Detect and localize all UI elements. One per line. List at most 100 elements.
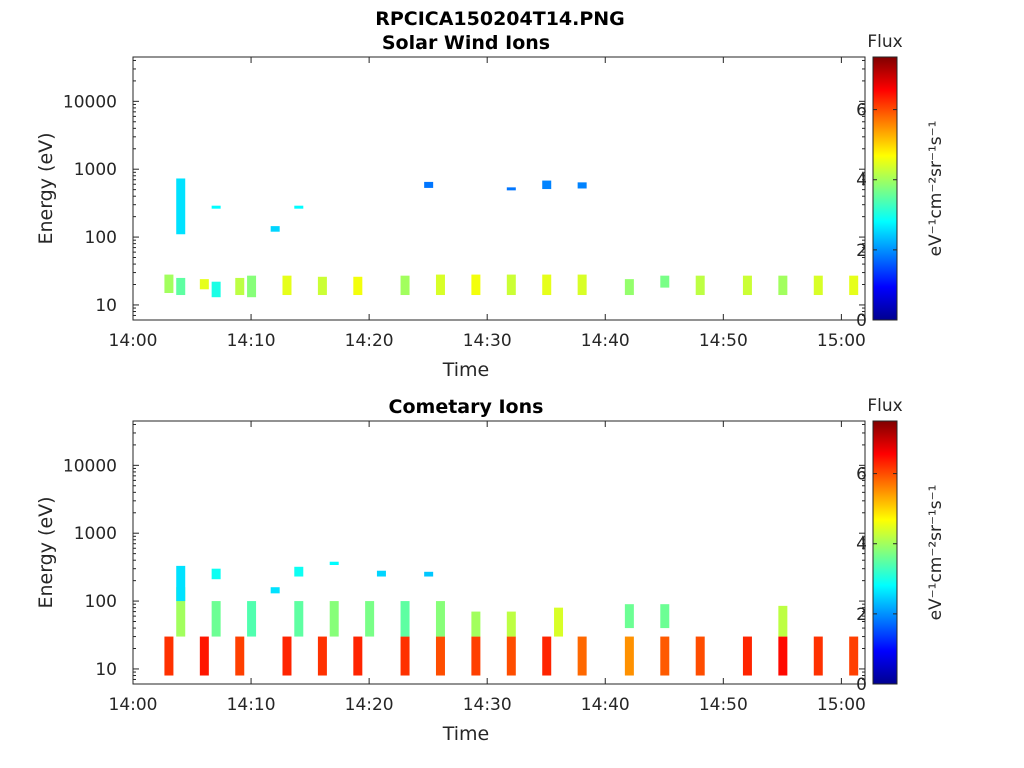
colorbar-unit-label: eV⁻¹cm⁻²sr⁻¹s⁻¹: [926, 121, 946, 257]
heatmap-cell: [435, 274, 445, 296]
heatmap-cell: [176, 178, 186, 235]
y-axis-label: Energy (eV): [35, 496, 57, 608]
colorbar-title: Flux: [867, 396, 902, 416]
heatmap-cell: [542, 274, 552, 296]
heatmap-cell: [506, 636, 516, 676]
y-tick-label: 1000: [74, 160, 117, 180]
heatmap-cell: [211, 601, 221, 637]
colorbar-tick-label: 2: [856, 605, 867, 625]
heatmap-cell: [294, 601, 304, 637]
heatmap-cell: [329, 561, 339, 566]
heatmap-cell: [176, 587, 186, 637]
heatmap-cell: [400, 601, 410, 637]
x-tick-label: 14:10: [227, 331, 276, 351]
x-tick-label: 14:40: [581, 331, 630, 351]
panel-title: Cometary Ions: [389, 396, 544, 418]
heatmap-cell: [235, 636, 245, 676]
x-tick-label: 14:50: [699, 331, 748, 351]
heatmap-cell: [624, 604, 634, 629]
panel-title: Solar Wind Ions: [382, 32, 550, 54]
heatmap-cell: [176, 277, 186, 296]
colorbar-tick-label: 4: [856, 171, 867, 191]
heatmap-cell: [778, 605, 788, 637]
colorbar: [872, 420, 898, 685]
x-tick-label: 14:30: [463, 331, 512, 351]
figure-title: RPCICA150204T14.PNG: [375, 8, 625, 30]
heatmap-cell: [660, 636, 670, 676]
y-tick-label: 10000: [63, 456, 117, 476]
y-tick-label: 1000: [74, 524, 117, 544]
heatmap-cell: [813, 636, 823, 676]
x-tick-label: 14:10: [227, 695, 276, 715]
colorbar-tick-label: 0: [856, 311, 867, 331]
heatmap-cell: [695, 275, 705, 296]
heatmap-cell: [211, 281, 221, 298]
heatmap-cell: [400, 636, 410, 676]
x-tick-label: 14:00: [109, 331, 158, 351]
x-tick-label: 14:40: [581, 695, 630, 715]
heatmap-cell: [660, 275, 670, 288]
heatmap-cell: [742, 275, 752, 296]
heatmap-cell: [282, 636, 292, 676]
heatmap-cell: [400, 275, 410, 296]
heatmap-cell: [849, 636, 859, 676]
colorbar-unit-label: eV⁻¹cm⁻²sr⁻¹s⁻¹: [926, 485, 946, 621]
heatmap-cell: [624, 636, 634, 676]
y-tick-label: 10: [95, 660, 117, 680]
heatmap-cell: [353, 276, 363, 296]
colorbar-tick-label: 6: [856, 465, 867, 485]
heatmap-cell: [435, 636, 445, 676]
heatmap-cell: [577, 636, 587, 676]
heatmap-cell: [424, 571, 434, 577]
heatmap-cell: [199, 279, 209, 290]
heatmap-cell: [849, 275, 859, 296]
heatmap-cell: [424, 181, 434, 188]
heatmap-cell: [554, 607, 564, 637]
x-tick-label: 15:00: [817, 331, 866, 351]
x-tick-label: 14:20: [345, 331, 394, 351]
heatmap-cell: [247, 275, 257, 298]
colorbar-tick-label: 0: [856, 675, 867, 695]
heatmap-cell: [471, 611, 481, 637]
colorbar-tick-label: 6: [856, 101, 867, 121]
heatmap-cell: [329, 601, 339, 637]
heatmap-cell: [506, 187, 516, 191]
colorbar-tick-label: 2: [856, 241, 867, 261]
panel-2: 14:00 14:10 14:20 14:30 14:40 14:50 15:00 10 100…: [35, 396, 946, 745]
heatmap-cell: [353, 636, 363, 676]
colorbar-tick-label: 4: [856, 535, 867, 555]
heatmap-cell: [282, 275, 292, 296]
heatmap-cell: [778, 275, 788, 296]
y-tick-label: 10: [95, 296, 117, 316]
heatmap-cell: [506, 274, 516, 296]
x-tick-label: 14:20: [345, 695, 394, 715]
heatmap-cell: [624, 279, 634, 296]
heatmap-cell: [542, 636, 552, 676]
heatmap-cell: [695, 636, 705, 676]
heatmap-cell: [176, 565, 186, 602]
heatmap-cell: [742, 636, 752, 676]
colorbar-title: Flux: [867, 32, 902, 52]
heatmap-cell: [660, 604, 670, 629]
x-axis-label: Time: [442, 723, 490, 745]
colorbar: [872, 56, 898, 321]
x-tick-label: 14:00: [109, 695, 158, 715]
heatmap-cell: [317, 276, 327, 296]
x-tick-label: 14:50: [699, 695, 748, 715]
heatmap-cell: [164, 636, 174, 676]
heatmap-cell: [813, 275, 823, 296]
x-tick-label: 14:30: [463, 695, 512, 715]
x-tick-label: 15:00: [817, 695, 866, 715]
y-axis-label: Energy (eV): [35, 132, 57, 244]
heatmap-cell: [235, 277, 245, 296]
y-tick-label: 10000: [63, 92, 117, 112]
heatmap-cell: [577, 274, 587, 296]
heatmap-cell: [294, 566, 304, 577]
heatmap-cell: [211, 568, 221, 580]
heatmap-cell: [317, 636, 327, 676]
heatmap-cell: [365, 601, 375, 637]
heatmap-cell: [577, 182, 587, 189]
x-axis-label: Time: [442, 359, 490, 381]
heatmap-cell: [270, 587, 280, 594]
